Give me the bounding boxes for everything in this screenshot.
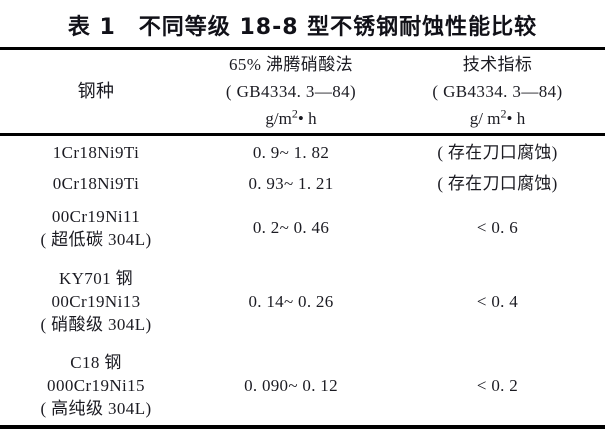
spec-value: < 0. 6 <box>476 218 519 237</box>
spec-value: ( 存在刀口腐蚀) <box>437 142 558 162</box>
spec-value: ( 存在刀口腐蚀) <box>437 174 558 193</box>
table-title: 表 1 不同等级 18-8 型不锈钢耐蚀性能比较 <box>67 14 538 40</box>
spec-value: < 0. 2 <box>476 376 519 395</box>
table-rule-top <box>0 47 605 50</box>
steel-name-cell: 1Cr18Ni9Ti <box>0 136 192 168</box>
spec-cell: < 0. 6 <box>390 199 605 256</box>
corrosion-rate-value: 0. 2~ 0. 46 <box>252 218 330 237</box>
table-row: 1Cr18Ni9Ti 0. 9~ 1. 82 ( 存在刀口腐蚀) <box>0 136 605 168</box>
header-method-column: 65% 沸腾硝酸法 ( GB4334. 3—84) g/m2• h <box>192 50 390 133</box>
header-spec-unit: g/ m2• h <box>470 105 525 132</box>
value-cell: 0. 9~ 1. 82 <box>192 136 390 168</box>
header-spec-line1: 技术指标 <box>462 55 533 74</box>
table-rule-bottom <box>0 425 605 429</box>
steel-name: C18 钢 <box>70 353 122 372</box>
unit-post: • h <box>297 109 317 128</box>
table-rule-header-separator <box>0 133 605 136</box>
value-cell: 0. 2~ 0. 46 <box>192 199 390 256</box>
unit-post: • h <box>506 109 526 128</box>
corrosion-rate-value: 0. 090~ 0. 12 <box>244 376 338 395</box>
spec-cell: ( 存在刀口腐蚀) <box>390 136 605 168</box>
header-spec-column: 技术指标 ( GB4334. 3—84) g/ m2• h <box>390 50 605 133</box>
corrosion-rate-value: 0. 93~ 1. 21 <box>248 174 334 193</box>
header-method-unit: g/m2• h <box>265 105 316 132</box>
steel-name-note: ( 超低碳 304L) <box>40 229 152 249</box>
steel-name: 1Cr18Ni9Ti <box>52 142 140 162</box>
steel-name: 00Cr19Ni11 <box>51 206 141 226</box>
steel-name-cell: 0Cr18Ni9Ti <box>0 168 192 199</box>
table-row: 0Cr18Ni9Ti 0. 93~ 1. 21 ( 存在刀口腐蚀) <box>0 168 605 199</box>
steel-name-cell: KY701 钢 00Cr19Ni13 ( 硝酸级 304L) <box>0 256 192 346</box>
steel-name-cell: 00Cr19Ni11 ( 超低碳 304L) <box>0 199 192 256</box>
spec-cell: < 0. 2 <box>390 346 605 425</box>
unit-sup: 2 <box>500 106 507 121</box>
table-row: 00Cr19Ni11 ( 超低碳 304L) 0. 2~ 0. 46 < 0. … <box>0 199 605 256</box>
corrosion-rate-value: 0. 14~ 0. 26 <box>248 291 334 311</box>
corrosion-rate-value: 0. 9~ 1. 82 <box>252 142 330 162</box>
steel-name-grade: 000Cr19Ni15 <box>47 376 145 395</box>
steel-name-note: ( 硝酸级 304L) <box>40 314 152 334</box>
unit-pre: g/ m <box>469 109 501 128</box>
steel-name: 0Cr18Ni9Ti <box>52 174 140 193</box>
header-spec-standard: ( GB4334. 3—84) <box>432 82 563 101</box>
table-header-row: 钢种 65% 沸腾硝酸法 ( GB4334. 3—84) g/m2• h 技术指… <box>0 50 605 133</box>
spec-cell: < 0. 4 <box>390 256 605 346</box>
steel-name-grade: 00Cr19Ni13 <box>51 291 141 311</box>
unit-sup: 2 <box>291 106 298 121</box>
header-steel-column: 钢种 <box>0 50 192 133</box>
table-row: C18 钢 000Cr19Ni15 ( 高纯级 304L) 0. 090~ 0.… <box>0 346 605 425</box>
value-cell: 0. 14~ 0. 26 <box>192 256 390 346</box>
unit-pre: g/m <box>265 109 292 128</box>
value-cell: 0. 93~ 1. 21 <box>192 168 390 199</box>
table-row: KY701 钢 00Cr19Ni13 ( 硝酸级 304L) 0. 14~ 0.… <box>0 256 605 346</box>
header-method-line1: 65% 沸腾硝酸法 <box>228 55 353 74</box>
spec-cell: ( 存在刀口腐蚀) <box>390 168 605 199</box>
header-steel-label: 钢种 <box>77 81 115 101</box>
steel-name: KY701 钢 <box>58 268 134 288</box>
steel-name-cell: C18 钢 000Cr19Ni15 ( 高纯级 304L) <box>0 346 192 425</box>
value-cell: 0. 090~ 0. 12 <box>192 346 390 425</box>
table-title-block: 表 1 不同等级 18-8 型不锈钢耐蚀性能比较 <box>0 0 605 47</box>
steel-name-note: ( 高纯级 304L) <box>40 399 152 418</box>
header-method-standard: ( GB4334. 3—84) <box>225 82 357 101</box>
spec-value: < 0. 4 <box>476 291 519 311</box>
